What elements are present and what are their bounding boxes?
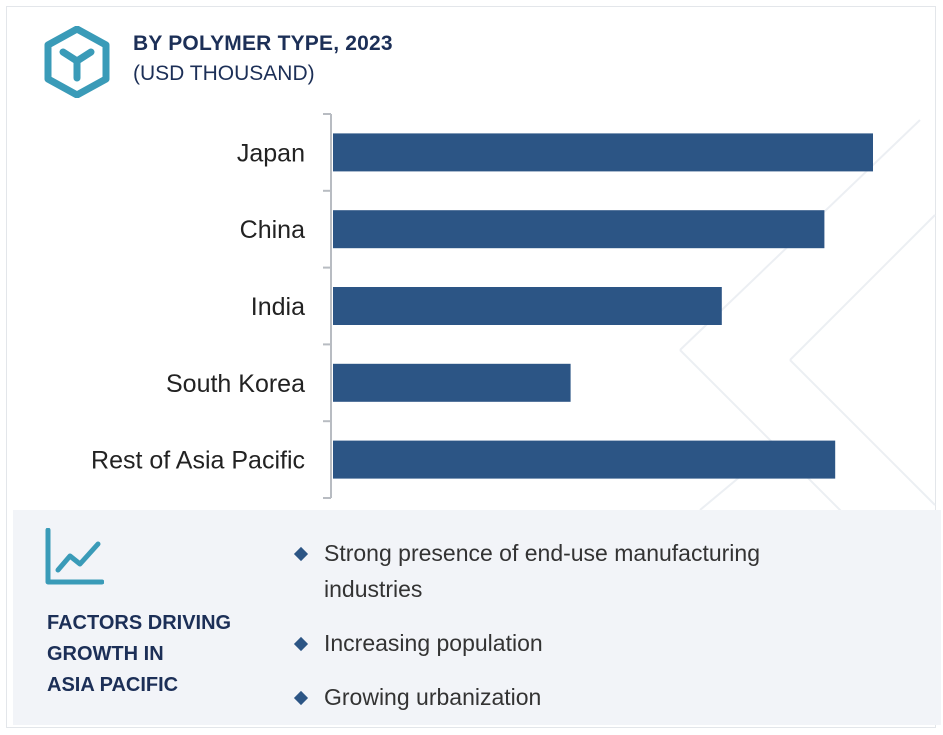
factors-heading: FACTORS DRIVING GROWTH IN ASIA PACIFIC [47, 608, 277, 701]
factor-text: Growing urbanization [324, 684, 542, 710]
factor-text: Increasing population [324, 630, 543, 656]
bar-japan [333, 133, 873, 172]
diamond-bullet-icon [293, 636, 309, 652]
bar-south-korea [333, 363, 571, 402]
hexagon-y-logo-icon [44, 26, 110, 98]
factors-list: Strong presence of end-use manufacturing… [292, 535, 892, 715]
factor-item: Growing urbanization [292, 679, 892, 715]
factor-item: Increasing population [292, 625, 892, 661]
category-label: China [240, 216, 305, 244]
factor-item: Strong presence of end-use manufacturing… [292, 535, 844, 607]
factor-text: Strong presence of end-use manufacturing… [324, 540, 760, 602]
factors-heading-line: FACTORS DRIVING [47, 612, 232, 634]
chart-title: BY POLYMER TYPE, 2023 [133, 32, 393, 55]
chart-subtitle: (USD THOUSAND) [133, 62, 315, 85]
bar-india [333, 287, 722, 325]
category-label: Rest of Asia Pacific [91, 447, 305, 475]
diamond-bullet-icon [293, 690, 309, 706]
line-chart-growth-icon [45, 528, 104, 585]
bar-rest-of-asia-pacific [333, 440, 836, 479]
category-label: South Korea [166, 370, 305, 398]
category-label: Japan [237, 139, 305, 167]
bar-chart: Japan China India South Korea Rest of Asia P… [91, 113, 873, 499]
category-label: India [251, 293, 305, 321]
bar-china [333, 210, 825, 249]
diamond-bullet-icon [293, 546, 309, 562]
factors-panel [13, 510, 941, 725]
factors-heading-line: ASIA PACIFIC [47, 674, 179, 696]
factors-heading-line: GROWTH IN [47, 643, 164, 665]
